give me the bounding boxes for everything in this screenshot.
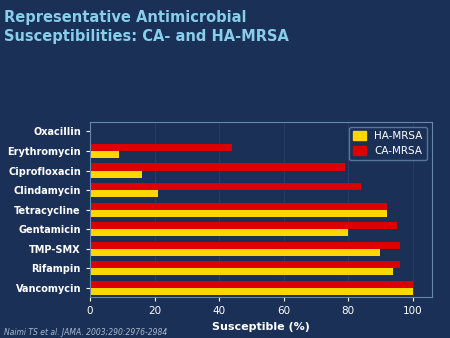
Text: Naimi TS et al. JAMA. 2003;290:2976-2984: Naimi TS et al. JAMA. 2003;290:2976-2984 (4, 328, 168, 337)
Bar (90, 268, 393, 275)
Bar (90, 288, 413, 295)
Bar (90, 222, 396, 229)
Bar (90, 170, 142, 177)
Text: Representative Antimicrobial
Susceptibilities: CA- and HA-MRSA: Representative Antimicrobial Susceptibil… (4, 10, 289, 44)
Bar (90, 144, 232, 151)
Bar (90, 190, 158, 197)
Bar (90, 249, 380, 256)
Bar (90, 183, 361, 190)
Bar (90, 261, 400, 268)
Bar (90, 229, 348, 236)
Bar (90, 202, 387, 210)
Bar (90, 242, 400, 249)
Bar (90, 281, 413, 288)
Bar (90, 151, 119, 158)
Y-axis label: Antimicrobial: Antimicrobial (0, 168, 2, 251)
Bar (90, 164, 345, 170)
Legend: HA-MRSA, CA-MRSA: HA-MRSA, CA-MRSA (349, 127, 427, 161)
X-axis label: Susceptible (%): Susceptible (%) (212, 322, 310, 332)
Bar (90, 210, 387, 217)
